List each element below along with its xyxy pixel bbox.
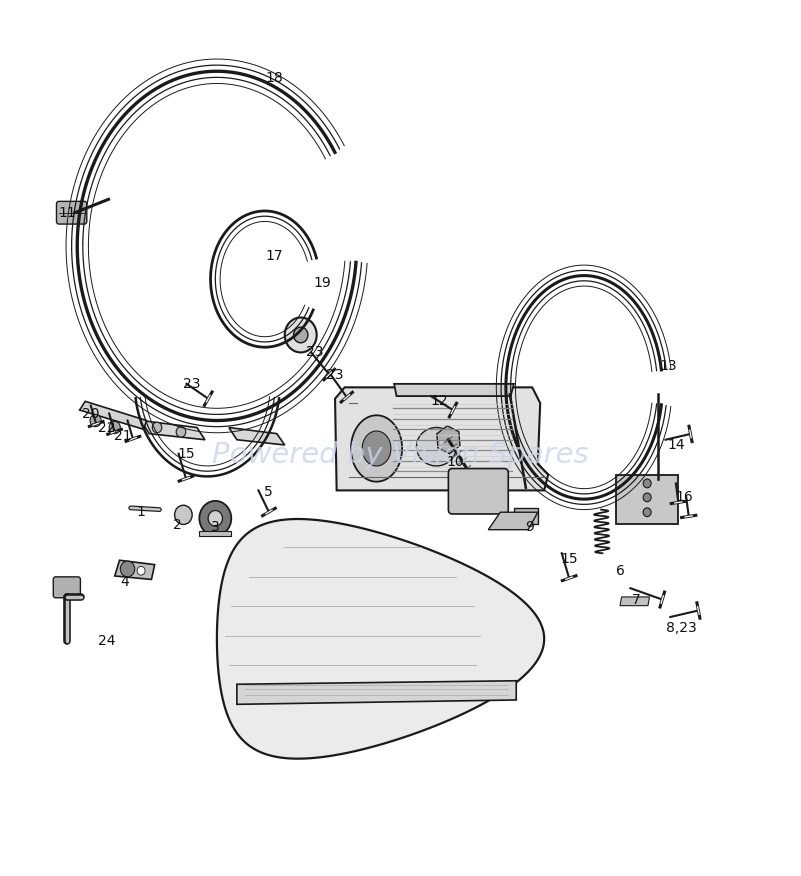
Text: 23: 23 (326, 368, 344, 382)
Text: 2: 2 (173, 519, 181, 533)
Text: 7: 7 (632, 592, 640, 606)
Text: 18: 18 (265, 71, 284, 85)
Circle shape (137, 567, 145, 576)
Circle shape (285, 317, 316, 352)
Text: 24: 24 (98, 633, 115, 647)
Text: 12: 12 (430, 394, 448, 408)
Circle shape (199, 501, 231, 536)
Polygon shape (335, 387, 548, 491)
Text: 3: 3 (211, 520, 219, 534)
Text: 21: 21 (114, 429, 131, 443)
FancyBboxPatch shape (449, 469, 509, 514)
Polygon shape (199, 531, 231, 536)
Text: 14: 14 (667, 438, 685, 452)
Circle shape (643, 508, 651, 517)
Text: 13: 13 (659, 359, 677, 373)
Circle shape (208, 511, 223, 526)
Polygon shape (417, 427, 457, 466)
Text: 9: 9 (525, 520, 534, 534)
Text: 17: 17 (266, 250, 284, 264)
Text: 15: 15 (561, 552, 578, 566)
Circle shape (643, 493, 651, 502)
Circle shape (90, 414, 101, 427)
Text: 16: 16 (675, 491, 693, 505)
Text: 23: 23 (305, 345, 323, 359)
Text: 4: 4 (121, 575, 130, 589)
Text: 1: 1 (137, 505, 146, 519)
Polygon shape (65, 202, 85, 223)
FancyBboxPatch shape (54, 576, 80, 597)
Text: 20: 20 (82, 406, 99, 420)
Text: Powered by Vision Spares: Powered by Vision Spares (212, 442, 589, 470)
Polygon shape (514, 508, 537, 524)
Text: 10: 10 (446, 456, 464, 470)
Polygon shape (437, 426, 460, 454)
Polygon shape (141, 420, 205, 440)
Circle shape (152, 422, 162, 433)
Polygon shape (79, 401, 147, 429)
Polygon shape (237, 681, 516, 704)
Polygon shape (616, 475, 678, 524)
Text: 19: 19 (313, 276, 331, 290)
Text: 11: 11 (58, 206, 76, 220)
Circle shape (175, 505, 192, 525)
Text: 6: 6 (616, 564, 625, 578)
Text: 22: 22 (98, 420, 115, 434)
Text: 8,23: 8,23 (666, 621, 697, 635)
Circle shape (109, 421, 120, 434)
Polygon shape (217, 519, 544, 759)
Text: 15: 15 (178, 447, 195, 461)
Polygon shape (115, 561, 155, 579)
Circle shape (293, 327, 308, 343)
FancyBboxPatch shape (56, 201, 87, 224)
Polygon shape (620, 597, 650, 605)
Polygon shape (229, 427, 285, 445)
Text: 23: 23 (183, 377, 200, 391)
Polygon shape (489, 512, 537, 530)
Polygon shape (394, 384, 514, 396)
Circle shape (643, 479, 651, 488)
Polygon shape (362, 431, 391, 466)
Text: 5: 5 (264, 485, 273, 499)
Circle shape (176, 427, 186, 437)
Circle shape (120, 562, 135, 576)
Polygon shape (351, 415, 402, 482)
